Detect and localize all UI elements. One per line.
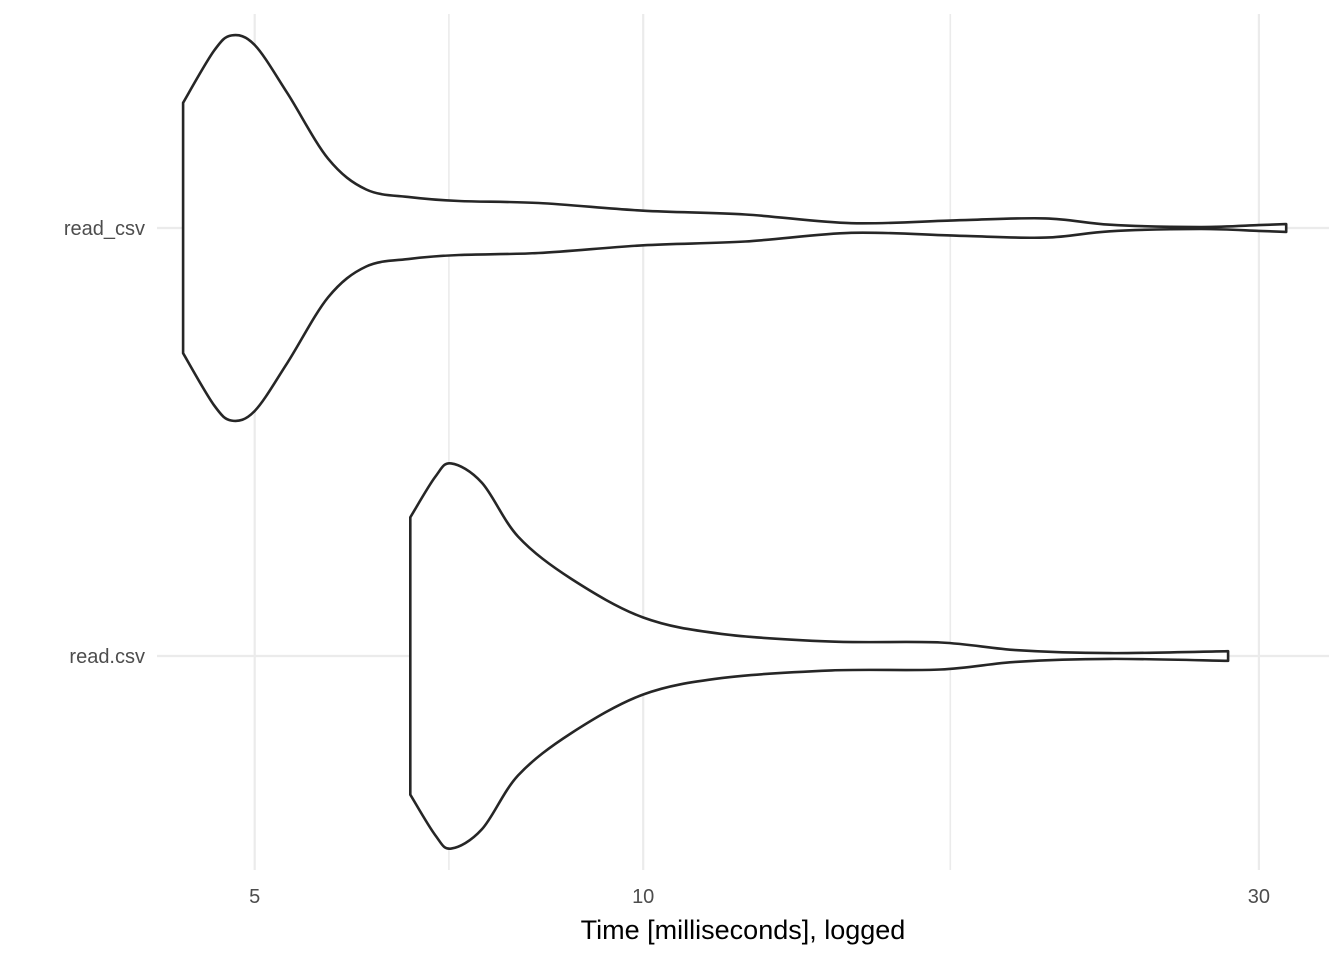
y-tick-labels: read_csv read.csv [64,218,145,668]
x-tick-label: 10 [632,886,654,908]
x-tick-label: 5 [249,886,260,908]
grid [157,14,1329,870]
y-tick-label: read_csv [64,218,145,240]
violin-read-csv [181,33,1288,423]
x-tick-labels: 5 10 30 [249,886,1270,908]
x-tick-label: 30 [1248,886,1270,908]
violin-read-csv [409,462,1230,850]
violins [181,33,1288,850]
y-tick-label: read.csv [69,646,145,668]
x-axis-title: Time [milliseconds], logged [581,915,906,945]
